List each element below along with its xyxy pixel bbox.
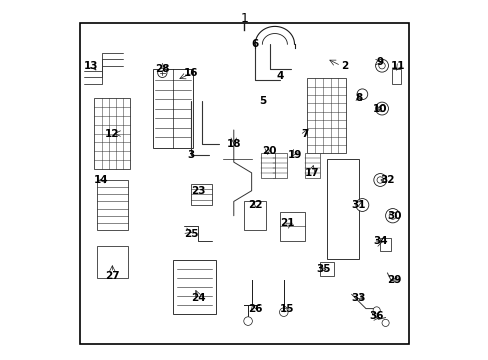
Text: 13: 13 — [83, 61, 98, 71]
Text: 14: 14 — [94, 175, 109, 185]
Text: 28: 28 — [155, 64, 169, 74]
Circle shape — [385, 208, 399, 223]
Text: 6: 6 — [251, 39, 258, 49]
Text: 26: 26 — [247, 303, 262, 314]
Text: 16: 16 — [183, 68, 198, 78]
Bar — [244, 202, 265, 230]
Bar — [391, 69, 400, 84]
Bar — [272, 153, 287, 178]
Text: 33: 33 — [351, 293, 366, 303]
Text: 3: 3 — [187, 150, 194, 160]
Text: 5: 5 — [258, 96, 265, 107]
Bar — [306, 78, 346, 153]
Text: 29: 29 — [386, 275, 401, 285]
Bar — [319, 262, 333, 276]
Circle shape — [378, 63, 385, 69]
Text: 31: 31 — [351, 200, 366, 210]
Circle shape — [376, 177, 383, 183]
Bar — [97, 246, 127, 278]
Text: 21: 21 — [280, 218, 294, 228]
Bar — [380, 238, 390, 251]
Bar — [173, 260, 216, 314]
Circle shape — [381, 319, 388, 327]
Text: 24: 24 — [190, 293, 205, 303]
Text: 27: 27 — [105, 271, 120, 282]
Circle shape — [375, 102, 387, 115]
Circle shape — [375, 59, 387, 72]
Text: 22: 22 — [247, 200, 262, 210]
Bar — [280, 212, 305, 241]
Bar — [305, 153, 319, 178]
Bar — [326, 158, 358, 258]
Text: 23: 23 — [190, 186, 205, 196]
Text: 19: 19 — [287, 150, 301, 160]
Text: 7: 7 — [301, 129, 308, 139]
Text: 8: 8 — [354, 93, 362, 103]
Text: 11: 11 — [390, 61, 405, 71]
Bar — [190, 184, 212, 205]
Text: 17: 17 — [305, 168, 319, 178]
Text: 25: 25 — [183, 229, 198, 239]
Bar — [153, 69, 192, 148]
Circle shape — [244, 317, 252, 325]
Text: 20: 20 — [262, 147, 276, 157]
Text: 4: 4 — [276, 71, 284, 81]
Circle shape — [373, 174, 386, 186]
Circle shape — [372, 307, 380, 314]
Bar — [80, 23, 408, 344]
Circle shape — [388, 212, 395, 219]
Text: 36: 36 — [368, 311, 383, 321]
Bar — [260, 153, 274, 178]
Text: 35: 35 — [315, 264, 330, 274]
Text: 30: 30 — [386, 211, 401, 221]
Bar — [94, 98, 130, 169]
Text: 34: 34 — [372, 236, 387, 246]
Circle shape — [279, 308, 287, 316]
Bar — [97, 180, 127, 230]
Text: 32: 32 — [379, 175, 394, 185]
Text: 10: 10 — [372, 104, 386, 113]
Circle shape — [157, 68, 166, 77]
Circle shape — [378, 105, 385, 112]
Circle shape — [355, 199, 368, 211]
Text: 1: 1 — [240, 12, 248, 25]
Text: 15: 15 — [280, 303, 294, 314]
Circle shape — [356, 89, 367, 100]
Text: 12: 12 — [105, 129, 120, 139]
Text: 9: 9 — [376, 57, 383, 67]
Text: 2: 2 — [340, 61, 347, 71]
Text: 18: 18 — [226, 139, 241, 149]
